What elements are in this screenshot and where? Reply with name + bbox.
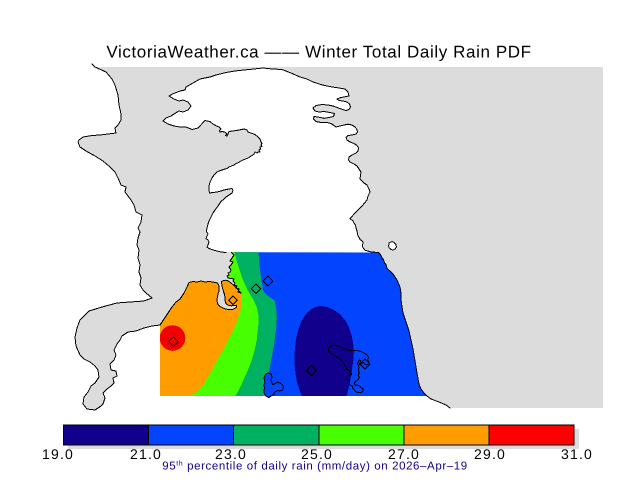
- svg-text:25.0: 25.0: [301, 446, 333, 462]
- svg-text:29.0: 29.0: [474, 446, 506, 462]
- svg-text:31.0: 31.0: [561, 446, 593, 462]
- svg-text:21.0: 21.0: [130, 446, 162, 462]
- svg-text:19.0: 19.0: [42, 446, 74, 462]
- svg-text:VictoriaWeather.ca —— Winter T: VictoriaWeather.ca —— Winter Total Daily…: [106, 43, 531, 62]
- svg-text:23.0: 23.0: [215, 446, 247, 462]
- svg-text:27.0: 27.0: [388, 446, 420, 462]
- svg-text:95th percentile of daily rain: 95th percentile of daily rain (mm/day) o…: [162, 460, 468, 473]
